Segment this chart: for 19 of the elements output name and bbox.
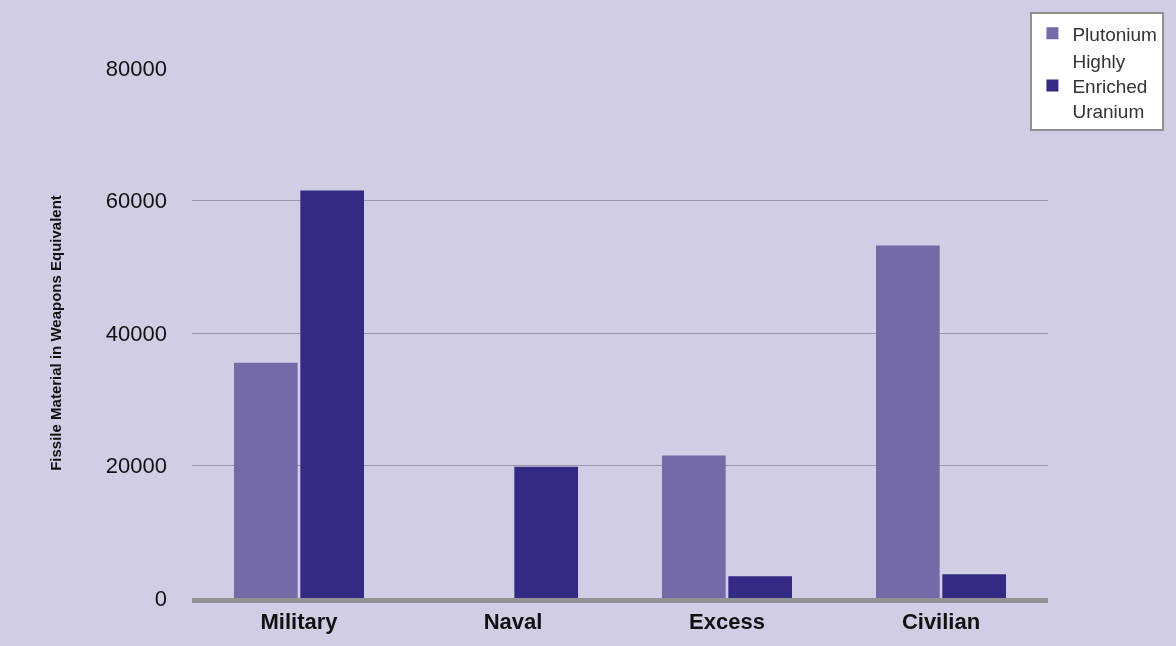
x-tick-label: Excess [689, 609, 765, 635]
y-tick-label: 40000 [105, 320, 167, 346]
y-tick-label: 20000 [105, 453, 167, 479]
x-tick-label: Military [260, 609, 339, 635]
bar [875, 245, 940, 598]
bar [300, 190, 365, 598]
y-axis-title: Fissile Material in Weapons Equivalent [47, 195, 65, 471]
legend-label: Plutonium [1072, 23, 1157, 45]
y-tick-label: 60000 [105, 188, 167, 214]
x-tick-label: Naval [483, 609, 543, 635]
y-tick-label: 0 [154, 585, 167, 611]
bar [942, 574, 1007, 598]
bar [514, 466, 579, 598]
bar [233, 362, 298, 598]
bar [661, 455, 726, 598]
legend-label: Highly Enriched Uranium [1072, 51, 1148, 122]
y-tick-label: 80000 [105, 55, 167, 81]
x-tick-label: Civilian [901, 609, 981, 635]
bar [728, 576, 793, 598]
